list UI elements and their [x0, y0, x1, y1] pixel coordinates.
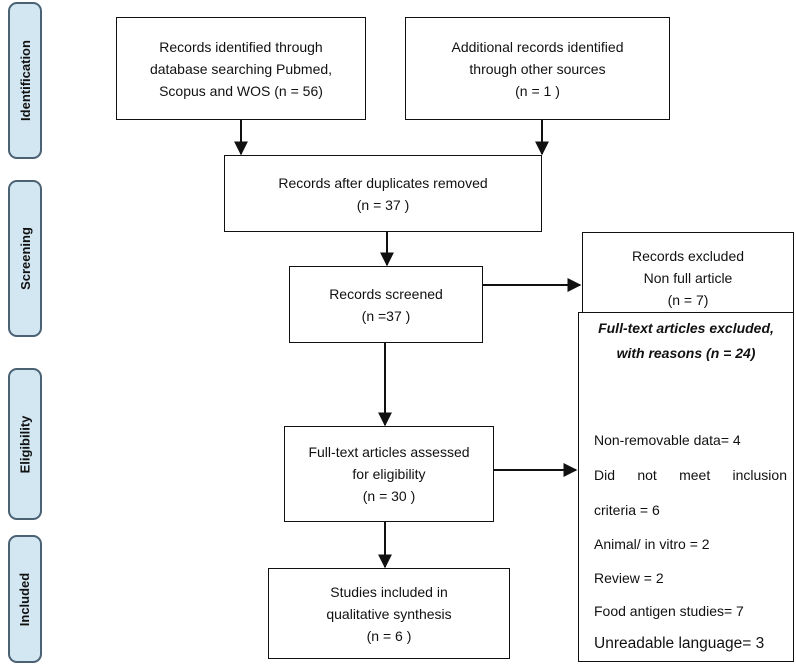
box-line: Studies included in — [330, 583, 448, 600]
exclusion-reason-word: meet — [679, 467, 711, 483]
excluded-title-line: Full-text articles excluded, — [598, 320, 774, 336]
box-line: for eligibility — [352, 466, 426, 482]
box-line: through other sources — [469, 60, 606, 77]
exclusion-reason: Unreadable language= 3 — [594, 635, 765, 652]
box-line: (n = 1 ) — [515, 82, 560, 99]
box-line: (n = 6 ) — [366, 627, 412, 644]
box-line: Non full article — [643, 270, 733, 286]
exclusion-reason: criteria = 6 — [594, 502, 660, 518]
excluded-title: Full-text articles excluded, with reason… — [579, 313, 793, 366]
exclusion-reason: Review = 2 — [594, 570, 664, 586]
box-line: (n = 30 ) — [362, 488, 416, 504]
box-line: Records screened — [329, 285, 443, 302]
exclusion-reason: Food antigen studies= 7 — [594, 603, 744, 619]
box-line: (n =37 ) — [361, 307, 411, 324]
box-database-search: Records identified through database sear… — [116, 17, 366, 120]
exclusion-reason: Did not meet inclusion — [594, 467, 787, 483]
box-line: Records excluded — [631, 248, 745, 264]
box-line: (n = 7) — [667, 292, 709, 308]
box-records-excluded: Records excluded Non full article (n = 7… — [582, 232, 794, 324]
box-line: qualitative synthesis — [326, 605, 452, 622]
box-after-duplicates: Records after duplicates removed (n = 37… — [224, 155, 542, 232]
stage-label-included: Included — [8, 535, 42, 663]
box-line: Records after duplicates removed — [278, 174, 488, 191]
box-records-screened: Records screened (n =37 ) — [289, 266, 483, 343]
box-fulltext-assessed: Full-text articles assessed for eligibil… — [284, 426, 494, 522]
box-fulltext-excluded: Full-text articles excluded, with reason… — [578, 312, 794, 662]
stage-label-identification: Identification — [8, 2, 42, 159]
exclusion-reason-word: Did — [594, 467, 616, 483]
stage-label-eligibility: Eligibility — [8, 368, 42, 520]
box-line: (n = 37 ) — [356, 196, 410, 213]
box-line: database searching Pubmed, — [149, 60, 333, 77]
box-line: Records identified through — [159, 38, 323, 55]
box-other-sources: Additional records identified through ot… — [405, 17, 670, 120]
exclusion-reason: Non-removable data= 4 — [594, 432, 741, 448]
box-line: Scopus and WOS (n = 56) — [159, 82, 323, 99]
exclusion-reason: Animal/ in vitro = 2 — [594, 536, 710, 552]
stage-label-screening: Screening — [8, 180, 42, 337]
box-line: Additional records identified — [451, 38, 624, 55]
box-line: Full-text articles assessed — [308, 444, 470, 460]
exclusion-reason-word: inclusion — [732, 467, 787, 483]
excluded-title-line: with reasons (n = 24) — [616, 345, 756, 361]
box-studies-included: Studies included in qualitative synthesi… — [268, 568, 510, 659]
exclusion-reason-word: not — [637, 467, 657, 483]
